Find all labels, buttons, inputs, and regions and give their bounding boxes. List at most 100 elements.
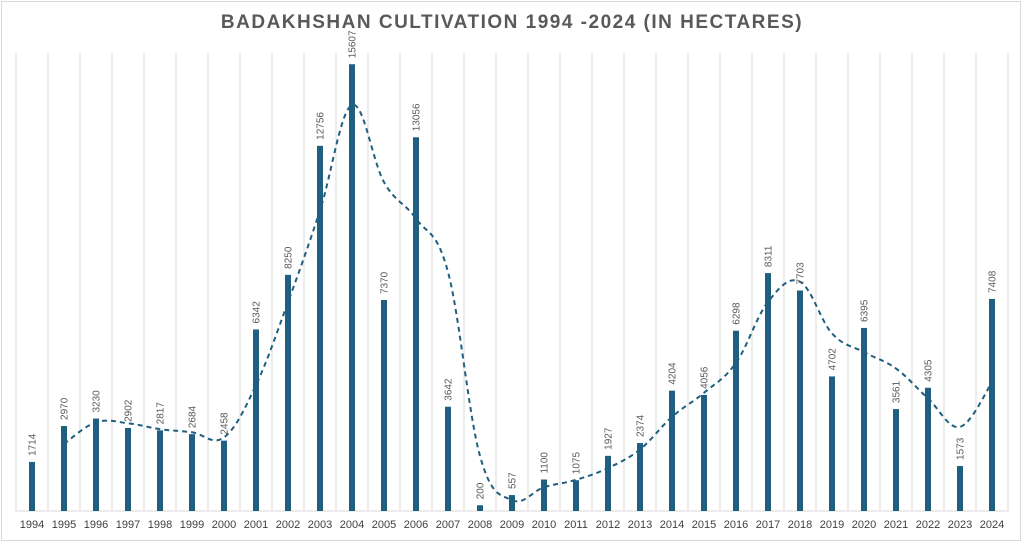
bar xyxy=(189,434,195,511)
x-axis-ticks: 1994 1995 1996 1997 1998 1999 2000 2001 2002 2003… xyxy=(20,519,1004,531)
bar xyxy=(669,390,675,511)
data-label: 3561 xyxy=(892,380,903,403)
x-tick-label: 2007 xyxy=(436,519,460,531)
data-label: 7408 xyxy=(988,270,999,293)
bar xyxy=(445,406,451,511)
x-tick-label: 2018 xyxy=(788,519,812,531)
bar xyxy=(637,443,643,511)
x-tick-label: 1994 xyxy=(20,519,44,531)
data-label: 557 xyxy=(508,472,519,489)
x-tick-label: 2020 xyxy=(852,519,876,531)
x-tick-label: 2015 xyxy=(692,519,716,531)
data-label: 15607 xyxy=(348,30,359,58)
bar xyxy=(829,376,835,511)
x-tick-label: 2009 xyxy=(500,519,524,531)
data-label: 2374 xyxy=(636,414,647,437)
bar xyxy=(509,495,515,511)
x-tick-label: 2021 xyxy=(884,519,908,531)
bar xyxy=(957,465,963,511)
data-label: 3642 xyxy=(444,378,455,401)
bar xyxy=(93,418,99,511)
bar xyxy=(381,300,387,511)
x-tick-label: 2022 xyxy=(916,519,940,531)
data-label: 13056 xyxy=(412,103,423,131)
x-tick-label: 1999 xyxy=(180,519,204,531)
gridlines xyxy=(15,53,1009,512)
x-tick-label: 2011 xyxy=(564,519,588,531)
bar xyxy=(157,430,163,511)
x-tick-label: 2002 xyxy=(276,519,300,531)
bar xyxy=(349,64,355,511)
bar xyxy=(413,137,419,511)
x-tick-label: 2000 xyxy=(212,519,236,531)
data-label: 1573 xyxy=(956,437,967,460)
bar xyxy=(605,455,611,511)
data-label: 4204 xyxy=(668,362,679,385)
data-labels: 1714 2970 3230 2902 2817 2684 2458 6342 8250 1275… xyxy=(28,30,999,499)
bar xyxy=(29,461,35,511)
data-label: 1075 xyxy=(572,452,583,475)
trendline xyxy=(63,104,993,503)
data-label: 200 xyxy=(476,482,487,499)
bar xyxy=(765,273,771,511)
x-tick-label: 2012 xyxy=(596,519,620,531)
x-tick-label: 2004 xyxy=(340,519,364,531)
data-label: 2970 xyxy=(60,397,71,420)
bar xyxy=(285,274,291,511)
data-label: 4305 xyxy=(924,359,935,382)
data-label: 1100 xyxy=(540,452,551,474)
moving-average-line xyxy=(63,104,993,503)
data-label: 1714 xyxy=(28,433,39,456)
data-label: 7370 xyxy=(380,271,391,294)
x-tick-label: 2006 xyxy=(404,519,428,531)
bar xyxy=(541,479,547,511)
data-label: 8250 xyxy=(284,246,295,269)
bar xyxy=(61,425,67,511)
data-label: 2817 xyxy=(156,402,167,425)
data-label: 6298 xyxy=(732,302,743,325)
bar xyxy=(253,329,259,511)
bar xyxy=(221,440,227,511)
bar xyxy=(733,330,739,511)
bar xyxy=(701,394,707,511)
x-tick-label: 2010 xyxy=(532,519,556,531)
bar xyxy=(477,505,483,511)
x-tick-label: 1997 xyxy=(116,519,140,531)
bars xyxy=(29,64,995,511)
x-tick-label: 2019 xyxy=(820,519,844,531)
x-tick-label: 2016 xyxy=(724,519,748,531)
data-label: 2458 xyxy=(220,412,231,435)
x-tick-label: 2005 xyxy=(372,519,396,531)
data-label: 6395 xyxy=(860,299,871,322)
data-label: 2902 xyxy=(124,399,135,422)
data-label: 2684 xyxy=(188,405,199,428)
chart-title: BADAKHSHAN CULTIVATION 1994 -2024 (IN HE… xyxy=(220,12,804,33)
bar xyxy=(573,480,579,511)
x-tick-label: 1998 xyxy=(148,519,172,531)
data-label: 4702 xyxy=(828,348,839,371)
x-tick-label: 1995 xyxy=(52,519,76,531)
x-tick-label: 2023 xyxy=(948,519,972,531)
bar xyxy=(893,409,899,511)
bar xyxy=(861,327,867,511)
data-label: 12756 xyxy=(316,112,327,140)
x-tick-label: 2017 xyxy=(756,519,780,531)
x-tick-label: 2024 xyxy=(980,519,1004,531)
data-label: 8311 xyxy=(764,245,775,267)
data-label: 1927 xyxy=(604,427,615,450)
bar xyxy=(125,427,131,511)
data-label: 3230 xyxy=(92,390,103,413)
bar xyxy=(989,298,995,511)
x-tick-label: 1996 xyxy=(84,519,108,531)
data-label: 7703 xyxy=(796,262,807,285)
bar xyxy=(317,145,323,511)
bar xyxy=(925,387,931,511)
data-label: 4056 xyxy=(700,366,711,389)
x-tick-label: 2001 xyxy=(244,519,268,531)
x-tick-label: 2014 xyxy=(660,519,684,531)
bar xyxy=(797,290,803,511)
x-tick-label: 2013 xyxy=(628,519,652,531)
x-tick-label: 2003 xyxy=(308,519,332,531)
